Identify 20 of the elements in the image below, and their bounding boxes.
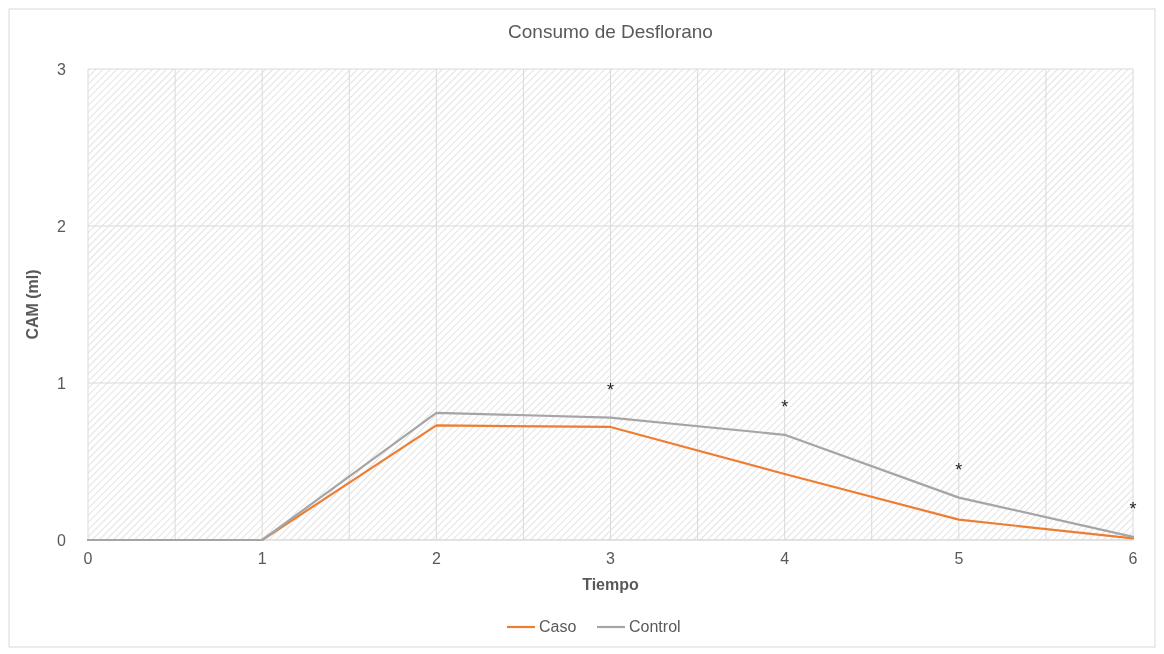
x-tick-label: 6 xyxy=(1128,550,1138,567)
chart-title: Consumo de Desflorano xyxy=(508,21,713,42)
annotation: * xyxy=(955,459,963,480)
y-axis-title: CAM (ml) xyxy=(24,269,41,340)
y-tick-label: 0 xyxy=(57,532,67,549)
y-tick-label: 3 xyxy=(57,61,67,78)
x-tick-label: 4 xyxy=(780,550,790,567)
annotation: * xyxy=(1129,498,1137,519)
annotation: * xyxy=(781,396,789,417)
y-tick-label: 1 xyxy=(57,375,67,392)
y-tick-label: 2 xyxy=(57,218,67,235)
legend-label: Control xyxy=(629,618,681,635)
x-tick-label: 1 xyxy=(257,550,267,567)
x-tick-label: 3 xyxy=(606,550,616,567)
x-axis-title: Tiempo xyxy=(582,576,640,593)
annotation: * xyxy=(606,379,615,400)
x-tick-label: 2 xyxy=(431,550,441,567)
legend-label: Caso xyxy=(539,618,577,635)
x-tick-label: 0 xyxy=(83,550,93,567)
x-tick-label: 5 xyxy=(954,550,964,567)
